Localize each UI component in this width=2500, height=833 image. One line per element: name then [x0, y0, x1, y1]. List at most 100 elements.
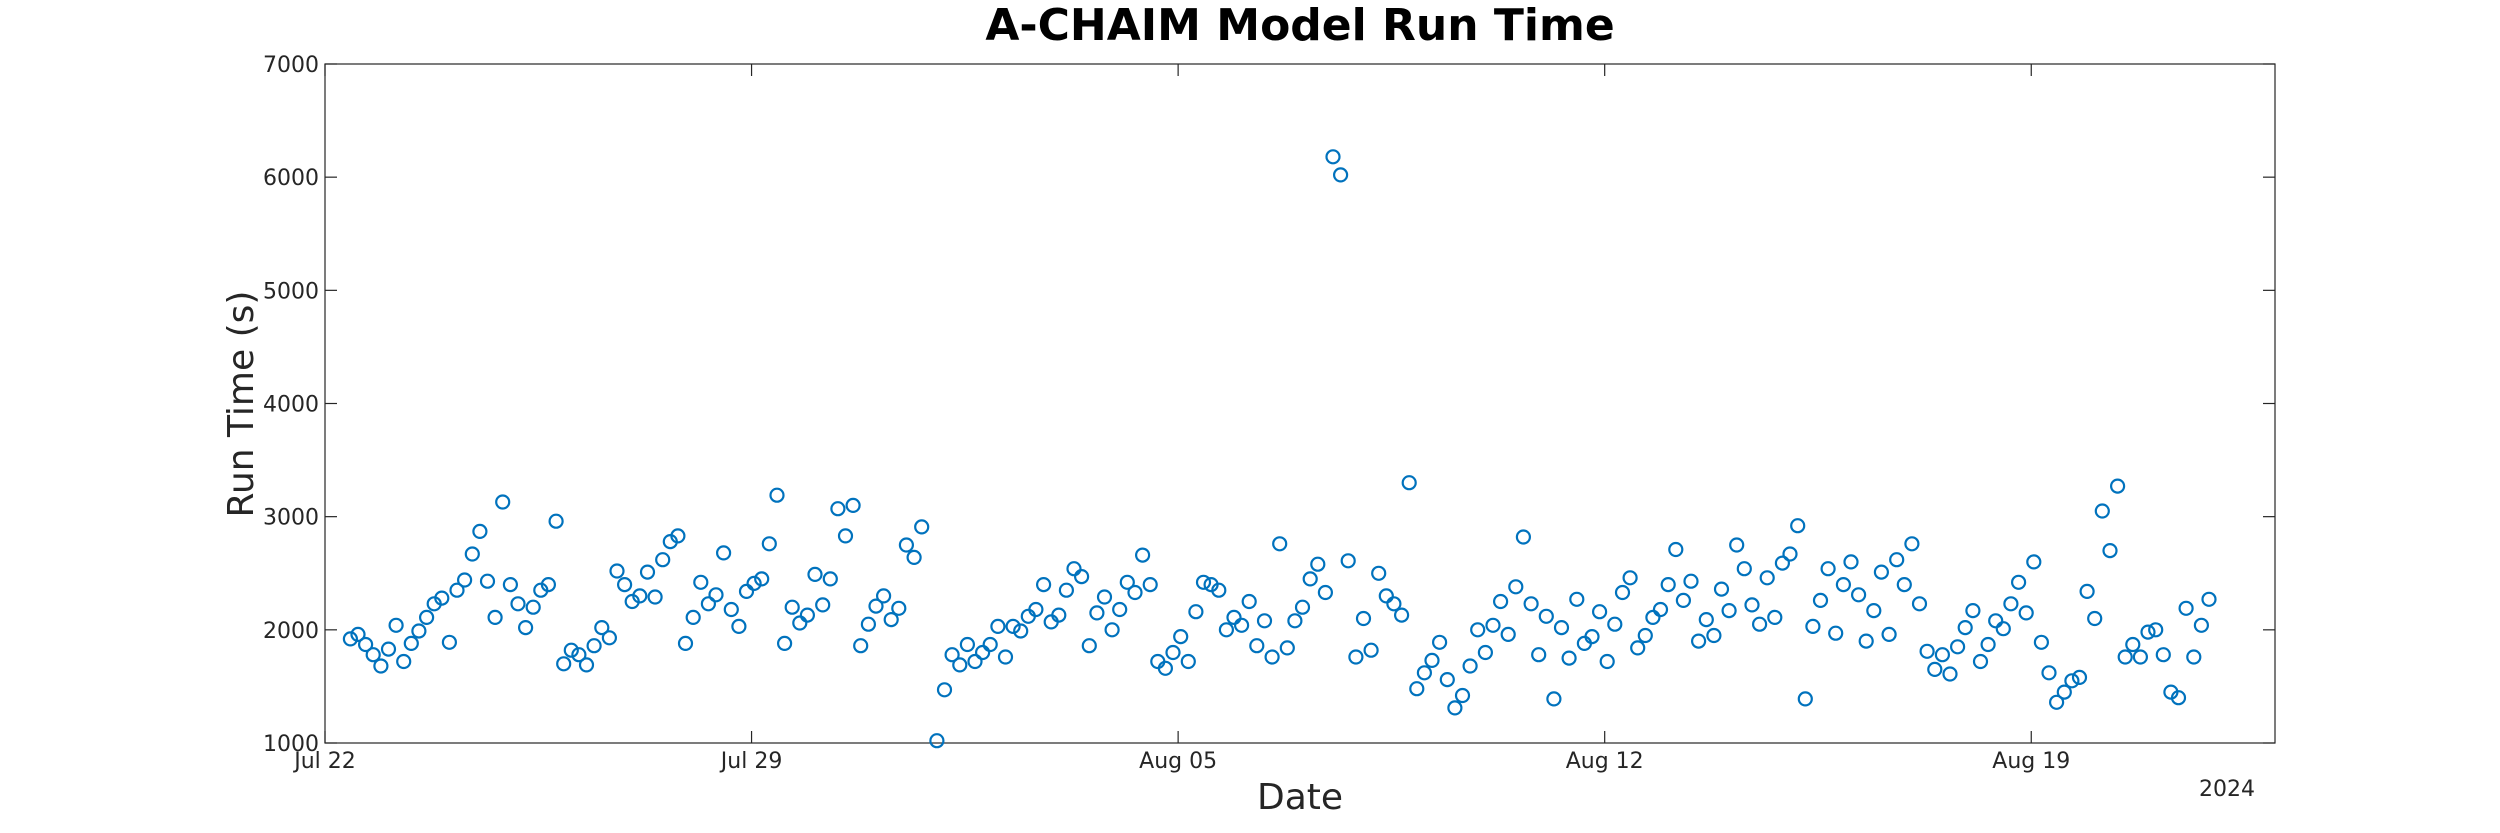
data-point — [1515, 529, 1532, 545]
data-point — [860, 616, 877, 632]
data-point — [1942, 666, 1958, 682]
data-point — [525, 599, 541, 615]
data-point — [419, 609, 435, 626]
data-point — [1668, 541, 1684, 558]
data-point — [670, 528, 686, 544]
x-tick-label: Jul 22 — [292, 749, 356, 774]
data-point — [1896, 576, 1912, 593]
data-point — [883, 611, 899, 628]
data-point — [457, 572, 473, 588]
data-point — [1051, 607, 1067, 623]
data-point — [556, 656, 572, 672]
data-point — [1866, 602, 1882, 619]
data-point — [1477, 644, 1494, 661]
data-point — [982, 636, 998, 653]
data-point — [1013, 623, 1029, 639]
data-point — [2003, 596, 2019, 612]
data-point — [2170, 690, 2187, 706]
data-point — [1188, 604, 1204, 620]
data-point — [1988, 613, 2004, 629]
data-point — [1310, 556, 1326, 572]
data-point — [1272, 536, 1288, 552]
data-point — [1264, 649, 1280, 665]
data-point — [1812, 592, 1829, 609]
data-point — [990, 618, 1006, 635]
data-point — [510, 596, 526, 612]
data-point — [2125, 636, 2141, 653]
data-points — [342, 149, 2217, 749]
data-point — [1690, 633, 1707, 649]
data-point — [1622, 570, 1638, 586]
data-point — [1614, 584, 1631, 601]
data-point — [1569, 591, 1585, 607]
data-point — [1744, 597, 1760, 613]
y-tick-label: 5000 — [263, 279, 319, 304]
data-point — [1736, 561, 1752, 577]
data-point — [677, 635, 694, 652]
data-point — [799, 607, 816, 623]
data-point — [639, 564, 656, 580]
data-point — [1325, 149, 1341, 165]
data-point — [2186, 649, 2202, 665]
data-point — [441, 634, 457, 650]
data-point — [350, 626, 366, 643]
data-point — [2056, 684, 2072, 700]
data-point — [1058, 582, 1075, 598]
data-point — [853, 638, 869, 654]
data-point — [1965, 602, 1981, 619]
data-point — [898, 537, 915, 553]
y-tick-label: 1000 — [263, 732, 319, 757]
data-point — [1256, 613, 1273, 629]
data-point — [1683, 573, 1699, 589]
data-point — [1652, 601, 1669, 618]
data-point — [1729, 537, 1745, 553]
data-point — [2018, 605, 2034, 621]
data-point — [1409, 681, 1425, 697]
data-point — [1462, 658, 1478, 674]
data-point — [1645, 609, 1661, 626]
data-point — [1485, 617, 1501, 633]
data-point — [1561, 650, 1577, 666]
data-point — [1553, 619, 1570, 636]
y-tick-label: 7000 — [263, 53, 319, 78]
data-point — [1173, 628, 1189, 645]
data-point — [1317, 584, 1334, 601]
x-tick-label: Jul 29 — [719, 749, 783, 774]
data-point — [403, 635, 419, 652]
data-point — [1180, 653, 1196, 670]
data-point — [1820, 561, 1836, 577]
data-point — [1096, 589, 1113, 605]
data-point — [1302, 571, 1318, 587]
data-point — [1927, 661, 1943, 678]
data-point — [837, 528, 854, 544]
data-point — [1447, 700, 1463, 716]
y-tick-label: 6000 — [263, 166, 319, 191]
data-point — [868, 598, 884, 614]
data-point — [1431, 634, 1448, 650]
data-point — [2140, 624, 2156, 640]
data-point — [914, 519, 930, 535]
data-point — [632, 588, 648, 604]
data-point — [875, 588, 892, 604]
data-point — [1584, 628, 1600, 645]
data-point — [578, 657, 595, 673]
data-point — [1241, 593, 1257, 610]
data-point — [1660, 576, 1676, 593]
data-point — [815, 597, 831, 613]
data-point — [2033, 634, 2050, 650]
data-point — [1340, 553, 1356, 569]
data-point — [2178, 600, 2194, 616]
data-point — [2049, 694, 2065, 710]
data-point — [1607, 616, 1623, 632]
data-point — [1142, 576, 1158, 593]
data-point — [1995, 621, 2011, 637]
data-point — [2148, 622, 2164, 638]
y-axis-label: Run Time (s) — [221, 291, 262, 518]
data-point — [472, 523, 488, 540]
data-point — [2132, 649, 2148, 665]
data-point — [1591, 604, 1608, 620]
data-point — [1675, 592, 1692, 609]
data-point — [373, 658, 389, 674]
data-point — [1782, 546, 1798, 562]
